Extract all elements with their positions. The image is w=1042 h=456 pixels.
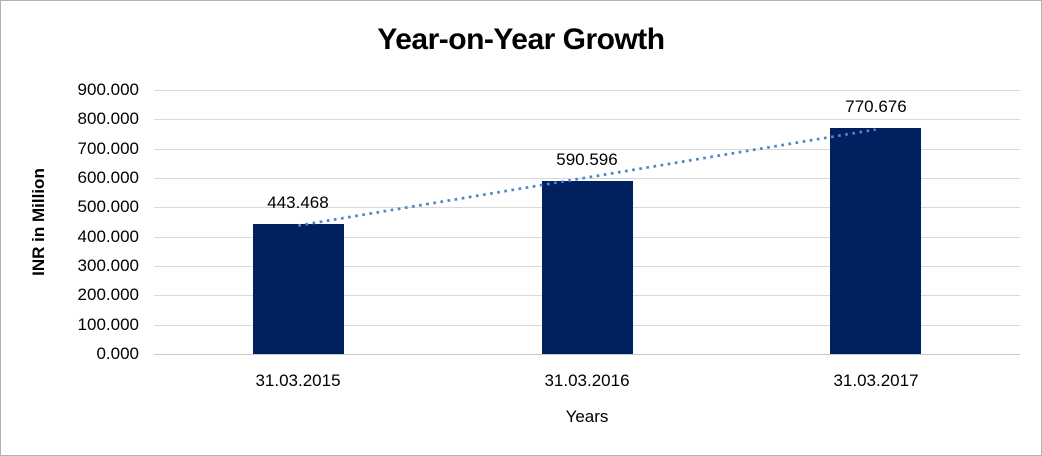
- y-tick-label: 100.000: [77, 315, 139, 334]
- x-tick-label: 31.03.2015: [255, 371, 341, 390]
- gridline: [154, 90, 1020, 91]
- bar-data-label: 443.468: [267, 193, 329, 212]
- x-axis-line: [154, 354, 1020, 355]
- y-tick-label: 400.000: [77, 227, 139, 246]
- bar-data-label: 590.596: [556, 150, 618, 169]
- bar-data-label: 770.676: [845, 97, 907, 116]
- y-tick-label: 600.000: [77, 168, 139, 187]
- y-tick-label: 0.000: [96, 344, 139, 363]
- bar-31.03.2017: [830, 128, 921, 354]
- chart-title: Year-on-Year Growth: [377, 23, 665, 56]
- bar-31.03.2015: [253, 224, 344, 354]
- y-tick-label: 800.000: [77, 109, 139, 128]
- x-tick-label: 31.03.2017: [833, 371, 919, 390]
- gridline: [154, 119, 1020, 120]
- x-axis-title: Years: [565, 407, 609, 426]
- y-tick-label: 500.000: [77, 197, 139, 216]
- y-tick-label: 700.000: [77, 139, 139, 158]
- bar-31.03.2016: [542, 181, 633, 354]
- y-tick-label: 900.000: [77, 80, 139, 99]
- x-tick-label: 31.03.2016: [544, 371, 630, 390]
- y-tick-label: 300.000: [77, 256, 139, 275]
- y-tick-label: 200.000: [77, 285, 139, 304]
